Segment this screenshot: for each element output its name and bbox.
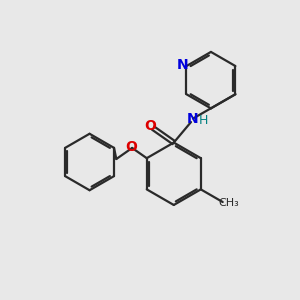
Text: N: N: [187, 112, 199, 125]
Text: N: N: [177, 58, 189, 71]
Text: H: H: [199, 114, 208, 127]
Text: O: O: [125, 140, 137, 154]
Text: O: O: [144, 119, 156, 133]
Text: CH₃: CH₃: [219, 198, 240, 208]
